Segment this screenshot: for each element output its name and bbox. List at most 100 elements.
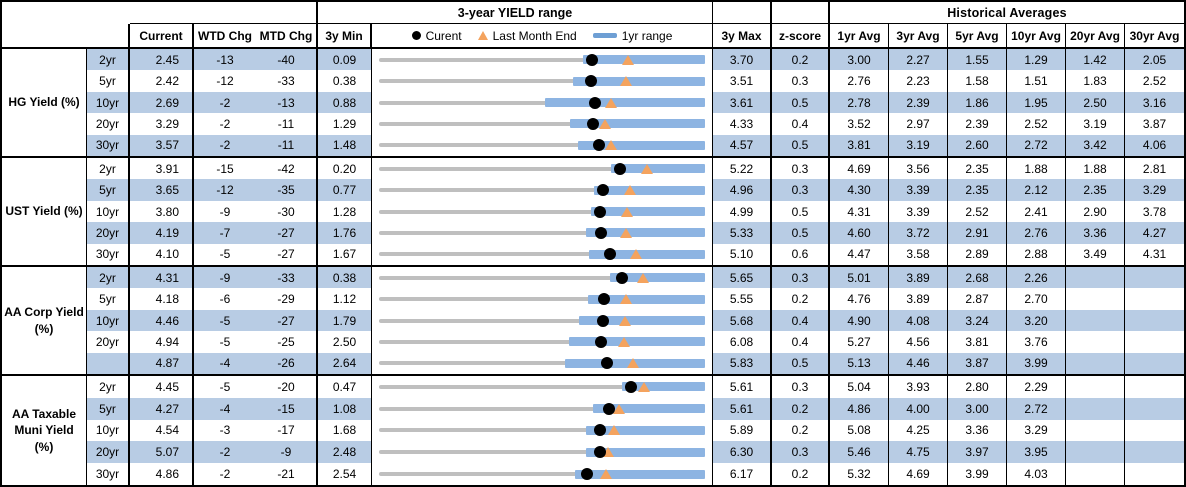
last-month-triangle-icon (641, 163, 654, 174)
wtd-chg-cell: -15 (194, 158, 256, 180)
avg-cell: 3.93 (889, 376, 948, 398)
z-score-cell: 0.6 (772, 243, 830, 266)
range-track (379, 297, 705, 302)
avg-cell: 4.76 (830, 288, 889, 310)
range-track (379, 428, 705, 433)
z-score-cell: 0.2 (772, 463, 830, 485)
avg-cell: 3.89 (889, 267, 948, 289)
wtd-chg-cell: -2 (194, 441, 256, 464)
one-year-range-bar (611, 164, 705, 174)
tenor-cell: 20yr (87, 222, 130, 244)
3y-min-cell: 1.28 (318, 200, 372, 223)
avg-cell: 4.69 (830, 158, 889, 180)
avg-cell (1066, 288, 1125, 310)
tenor-cell: 10yr (87, 309, 130, 332)
avg-cell: 2.27 (889, 49, 948, 71)
mtd-chg-cell: -13 (256, 91, 318, 114)
table-row: 4.87 -4 -26 2.64 5.83 0.5 5.13 4.46 3.87 3.99 (87, 352, 1184, 375)
avg-cell: 1.88 (1007, 158, 1066, 180)
yield-range-chart (372, 463, 713, 485)
current-cell: 4.10 (130, 243, 194, 266)
last-month-triangle-icon (629, 249, 642, 260)
3y-max-cell: 3.51 (713, 70, 772, 92)
current-dot-icon (603, 248, 616, 261)
avg-cell: 1.42 (1066, 49, 1125, 71)
mtd-chg-cell: -11 (256, 134, 318, 157)
last-month-triangle-icon (604, 97, 617, 108)
z-score-cell: 0.3 (772, 267, 830, 289)
range-track (379, 100, 705, 105)
current-dot-icon (594, 205, 607, 218)
current-dot-icon (593, 139, 606, 152)
current-dot-icon (596, 314, 609, 327)
avg-cell: 2.72 (1007, 397, 1066, 420)
avg-cell: 1.86 (948, 91, 1007, 114)
range-plot (379, 70, 705, 91)
range-track (379, 188, 705, 193)
group-label: AA Taxable Muni Yield (%) (2, 376, 87, 485)
current-cell: 2.45 (130, 49, 194, 71)
wtd-chg-cell: -2 (194, 463, 256, 485)
tenor-cell: 30yr (87, 134, 130, 157)
table-row: 10yr 4.54 -3 -17 1.68 5.89 0.2 5.08 4.25 3.36 3.29 (87, 419, 1184, 442)
z-score-cell: 0.2 (772, 288, 830, 310)
3y-max-cell: 5.10 (713, 243, 772, 266)
range-plot (379, 441, 705, 463)
group-rows: 2yr 4.31 -9 -33 0.38 5.65 0.3 5.01 3.89 2.68 2.26 5… (87, 267, 1184, 375)
range-plot (379, 158, 705, 179)
range-plot (379, 420, 705, 442)
current-cell: 4.45 (130, 376, 194, 398)
table-row: 2yr 3.91 -15 -42 0.20 5.22 0.3 4.69 3.56 2.35 1.88… (87, 158, 1184, 180)
current-cell: 3.29 (130, 113, 194, 135)
avg-cell: 2.87 (948, 288, 1007, 310)
range-plot (379, 353, 705, 374)
range-plot (379, 398, 705, 420)
avg-cell: 2.88 (1007, 243, 1066, 266)
range-plot (379, 463, 705, 485)
wtd-chg-cell: -12 (194, 179, 256, 201)
3y-min-cell: 1.76 (318, 222, 372, 244)
z-score-cell: 0.3 (772, 158, 830, 180)
yield-range-chart (372, 267, 713, 289)
avg-cell: 5.32 (830, 463, 889, 485)
one-year-range-bar (587, 294, 705, 304)
mtd-chg-cell: -11 (256, 113, 318, 135)
table-row: 10yr 2.69 -2 -13 0.88 3.61 0.5 2.78 2.39 1.86 1.95… (87, 91, 1184, 114)
wtd-chg-cell: -2 (194, 91, 256, 114)
avg-cell: 4.69 (889, 463, 948, 485)
range-plot (379, 92, 705, 113)
avg-cell: 3.24 (948, 309, 1007, 332)
z-score-cell: 0.2 (772, 49, 830, 71)
col-header-10yr-avg: 10yr Avg (1007, 24, 1066, 47)
avg-cell: 3.95 (1007, 441, 1066, 464)
3y-max-cell: 6.30 (713, 441, 772, 464)
current-dot-icon (589, 96, 602, 109)
avg-cell: 4.46 (889, 352, 948, 375)
avg-cell: 2.90 (1066, 200, 1125, 223)
avg-cell: 1.55 (948, 49, 1007, 71)
avg-cell: 3.78 (1125, 200, 1184, 223)
avg-cell: 3.42 (1066, 134, 1125, 157)
current-cell: 4.27 (130, 397, 194, 420)
current-cell: 4.19 (130, 222, 194, 244)
range-track (379, 121, 705, 126)
z-score-cell: 0.3 (772, 70, 830, 92)
avg-cell: 3.81 (830, 134, 889, 157)
mtd-chg-cell: -21 (256, 463, 318, 485)
current-dot-icon (602, 402, 615, 415)
mtd-chg-cell: -40 (256, 49, 318, 71)
3y-max-cell: 5.61 (713, 397, 772, 420)
table-row: 30yr 4.86 -2 -21 2.54 6.17 0.2 5.32 4.69 3.99 4.03 (87, 463, 1184, 485)
avg-cell: 2.29 (1007, 376, 1066, 398)
range-plot (379, 113, 705, 134)
3y-min-cell: 0.77 (318, 179, 372, 201)
range-plot (379, 331, 705, 352)
group-rows: 2yr 3.91 -15 -42 0.20 5.22 0.3 4.69 3.56 2.35 1.88… (87, 158, 1184, 266)
range-track (379, 57, 705, 62)
yield-range-chart (372, 243, 713, 266)
header-blank-left (130, 2, 318, 24)
3y-min-cell: 0.88 (318, 91, 372, 114)
avg-cell: 2.26 (1007, 267, 1066, 289)
avg-cell: 3.99 (1007, 352, 1066, 375)
last-month-triangle-icon (599, 118, 612, 129)
